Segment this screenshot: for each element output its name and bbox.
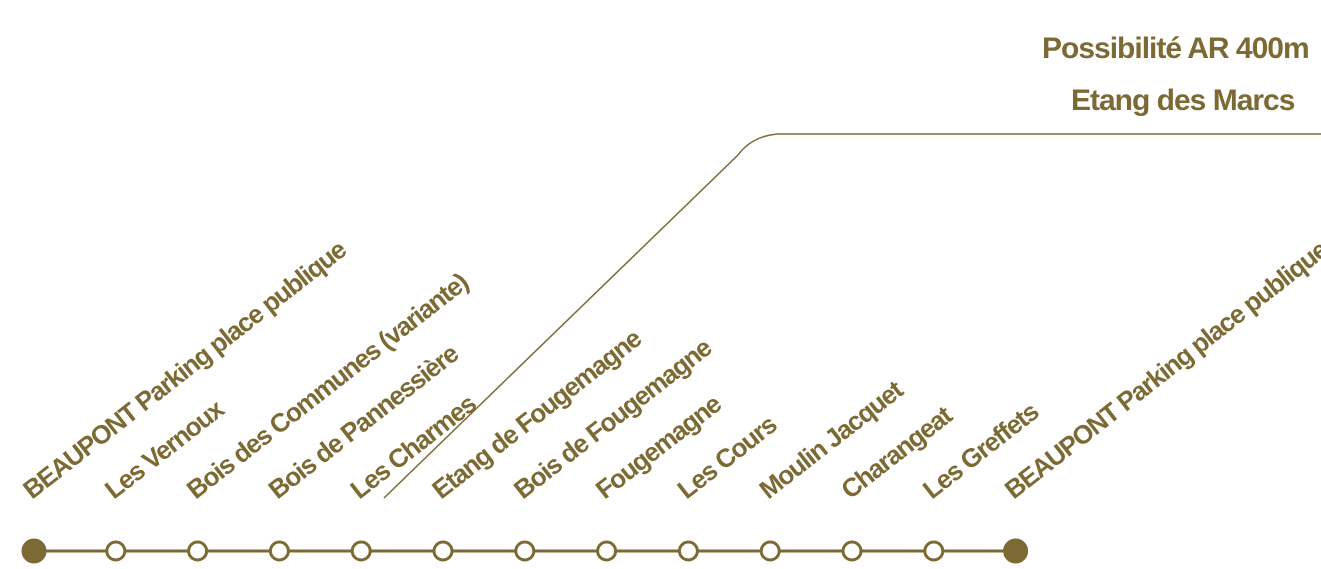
stop-marker-9 — [677, 540, 699, 562]
stop-marker-1 — [21, 538, 47, 564]
stop-label-13: BEAUPONT Parking place publique — [999, 234, 1321, 505]
stop-marker-4 — [268, 540, 290, 562]
stop-marker-2 — [105, 540, 127, 562]
stops-layer — [21, 538, 1029, 564]
stop-marker-7 — [514, 540, 536, 562]
note-line-2: Etang des Marcs — [1071, 84, 1295, 117]
stop-marker-6 — [432, 540, 454, 562]
stop-marker-10 — [759, 540, 781, 562]
stop-marker-8 — [596, 540, 618, 562]
stop-marker-3 — [187, 540, 209, 562]
stop-marker-12 — [923, 540, 945, 562]
stop-label-10: Moulin Jacquet — [753, 374, 909, 505]
stop-marker-5 — [350, 540, 372, 562]
branch-line — [383, 133, 1321, 499]
note-line-1: Possibilité AR 400m — [1042, 32, 1309, 65]
stop-marker-13 — [1003, 538, 1029, 564]
stop-marker-11 — [841, 540, 863, 562]
